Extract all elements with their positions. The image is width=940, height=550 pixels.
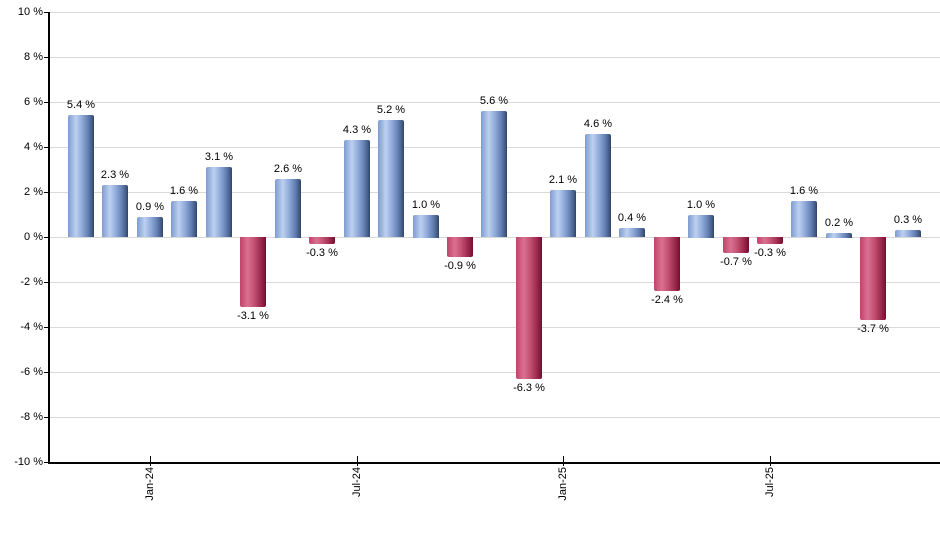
bar-value-label: 1.0 % [411, 199, 441, 211]
x-axis-tick [770, 456, 771, 466]
bar-Apr-24 [240, 237, 266, 307]
y-axis-tick [44, 417, 48, 418]
bar-Nov-24 [481, 111, 507, 237]
gridline-8 [48, 57, 940, 58]
y-axis-tick [44, 147, 48, 148]
y-axis-tick [44, 372, 48, 373]
bar-Oct-25 [860, 237, 886, 320]
bar-Feb-25 [585, 134, 611, 237]
bar-value-label: 0.3 % [893, 214, 923, 226]
y-axis-line [48, 12, 50, 464]
y-axis-tick [44, 327, 48, 328]
bar-value-label: -0.3 % [754, 247, 786, 259]
bar-Jan-24 [137, 217, 163, 237]
bar-value-label: 1.6 % [789, 185, 819, 197]
bar-Aug-24 [378, 120, 404, 237]
bar-May-24 [275, 179, 301, 238]
bar-value-label: 3.1 % [204, 151, 234, 163]
y-axis-tick-label: 4 % [24, 141, 43, 153]
gridline--8 [48, 417, 940, 418]
bar-Mar-24 [206, 167, 232, 237]
bar-Apr-25 [654, 237, 680, 291]
x-axis-tick-label: Jan-24 [144, 467, 156, 501]
bar-Feb-24 [171, 201, 197, 237]
y-axis-tick-label: -4 % [20, 321, 43, 333]
x-axis-tick-label: Jan-25 [557, 467, 569, 501]
bar-value-label: 2.1 % [548, 174, 578, 186]
x-axis-tick [563, 456, 564, 466]
bar-value-label: -2.4 % [651, 294, 683, 306]
gridline--6 [48, 372, 940, 373]
y-axis-tick-label: -8 % [20, 411, 43, 423]
bar-value-label: 2.3 % [100, 169, 130, 181]
bar-Mar-25 [619, 228, 645, 237]
bar-value-label: -0.3 % [306, 247, 338, 259]
bar-Sep-25 [826, 233, 852, 238]
bar-value-label: -3.7 % [857, 323, 889, 335]
bar-Jun-24 [309, 237, 335, 244]
bar-Oct-24 [447, 237, 473, 257]
y-axis-tick-label: -6 % [20, 366, 43, 378]
bar-Dec-24 [516, 237, 542, 379]
y-axis-tick-label: 6 % [24, 96, 43, 108]
x-axis-tick-label: Jul-25 [764, 467, 776, 497]
y-axis-tick [44, 192, 48, 193]
y-axis-tick [44, 462, 48, 463]
bar-value-label: 5.2 % [376, 104, 406, 116]
bar-value-label: 4.3 % [342, 124, 372, 136]
y-axis-tick-label: 0 % [24, 231, 43, 243]
x-axis-line [48, 462, 940, 464]
x-axis-tick [150, 456, 151, 466]
bar-Aug-25 [791, 201, 817, 237]
x-axis-tick-label: Jul-24 [351, 467, 363, 497]
y-axis-tick [44, 237, 48, 238]
y-axis-tick [44, 12, 48, 13]
gridline--4 [48, 327, 940, 328]
bar-value-label: 1.6 % [169, 185, 199, 197]
bar-value-label: 5.4 % [66, 99, 96, 111]
x-axis-tick [357, 456, 358, 466]
bar-Sep-24 [413, 215, 439, 238]
bar-value-label: 2.6 % [273, 163, 303, 175]
bar-value-label: -3.1 % [237, 310, 269, 322]
y-axis-tick-label: 8 % [24, 51, 43, 63]
gridline-6 [48, 102, 940, 103]
bar-Jan-25 [550, 190, 576, 237]
gridline--2 [48, 282, 940, 283]
bar-value-label: 0.2 % [824, 217, 854, 229]
bar-value-label: -0.9 % [444, 260, 476, 272]
y-axis-tick [44, 57, 48, 58]
bar-Jul-24 [344, 140, 370, 237]
y-axis-tick-label: -2 % [20, 276, 43, 288]
bar-value-label: 4.6 % [583, 118, 613, 130]
bar-Nov-25 [895, 230, 921, 237]
bar-value-label: 1.0 % [686, 199, 716, 211]
bar-value-label: 0.9 % [135, 201, 165, 213]
gridline-0 [48, 237, 940, 238]
y-axis-tick-label: 2 % [24, 186, 43, 198]
y-axis-tick [44, 282, 48, 283]
gridline-10 [48, 12, 940, 13]
bar-Nov-23 [68, 115, 94, 237]
y-axis-tick [44, 102, 48, 103]
bar-May-25 [688, 215, 714, 238]
bar-Jun-25 [723, 237, 749, 253]
y-axis-tick-label: 10 % [17, 6, 43, 18]
bar-value-label: -0.7 % [720, 256, 752, 268]
bar-value-label: 0.4 % [617, 212, 647, 224]
bar-Dec-23 [102, 185, 128, 237]
bar-value-label: 5.6 % [479, 95, 509, 107]
bar-Jul-25 [757, 237, 783, 244]
bar-value-label: -6.3 % [513, 382, 545, 394]
y-axis-tick-label: -10 % [14, 456, 43, 468]
